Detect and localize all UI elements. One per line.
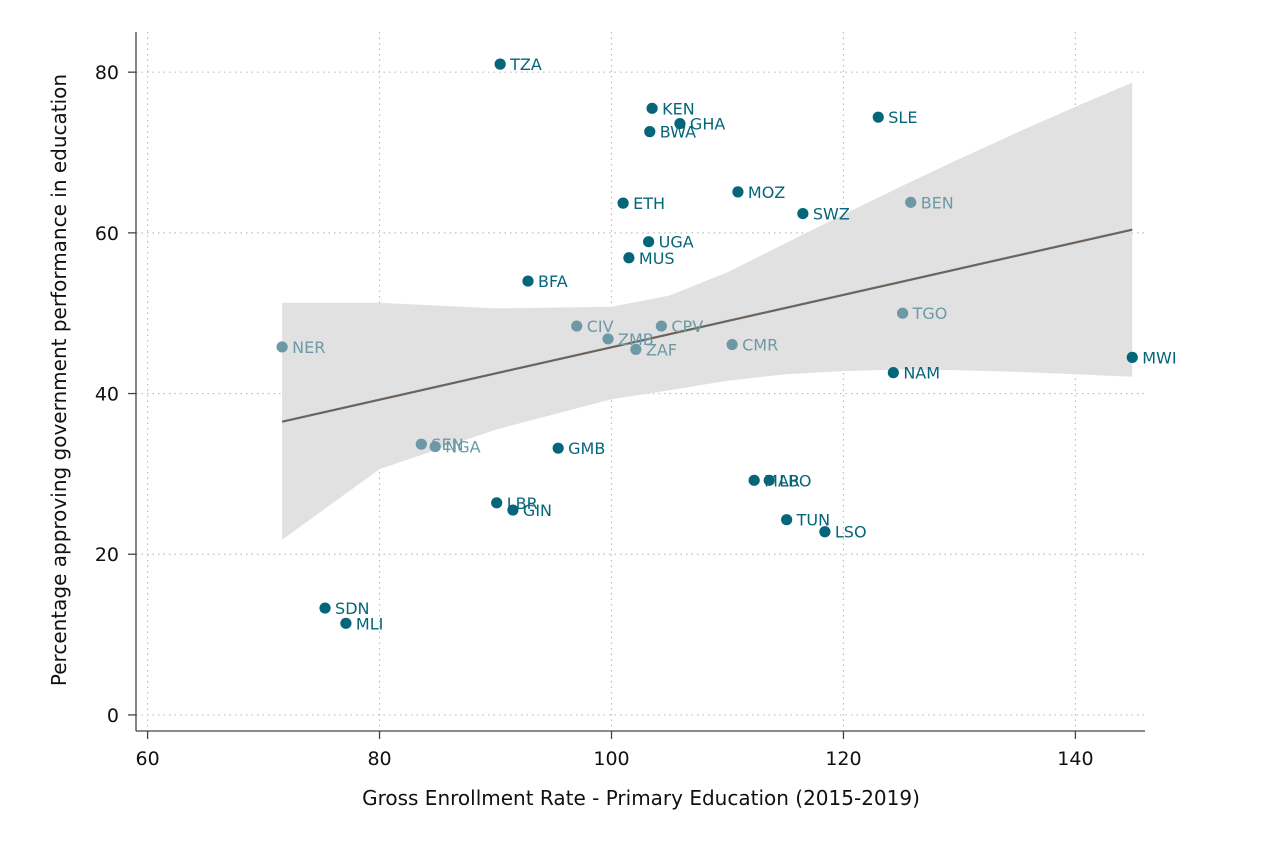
- data-point: [623, 252, 635, 264]
- data-point: [522, 275, 534, 287]
- data-point: [644, 126, 656, 138]
- point-label: MAR: [764, 471, 800, 490]
- data-point: [819, 526, 831, 538]
- data-point: [340, 617, 352, 629]
- data-point: [887, 367, 899, 379]
- point-label: TZA: [509, 55, 542, 74]
- data-point: [763, 474, 775, 486]
- data-point: [507, 504, 519, 516]
- data-points: [276, 58, 1138, 629]
- point-label: MLI: [356, 614, 383, 633]
- data-point: [797, 207, 809, 220]
- point-label: TGO: [912, 304, 948, 323]
- confidence-band: [282, 82, 1133, 540]
- point-label: NAM: [903, 364, 940, 383]
- data-point: [617, 197, 629, 209]
- point-label: MOZ: [748, 183, 785, 202]
- data-point: [905, 196, 917, 208]
- data-point: [781, 514, 793, 526]
- point-label: BWA: [660, 123, 696, 142]
- point-label: NGA: [445, 438, 480, 457]
- point-label: SWZ: [813, 205, 850, 224]
- data-point: [319, 602, 331, 614]
- data-point: [674, 117, 686, 130]
- point-label: UGA: [659, 233, 694, 252]
- point-label: CMR: [742, 336, 778, 355]
- point-label: SEN: [431, 435, 463, 454]
- point-label: LBR: [507, 494, 538, 513]
- x-tick-label: 100: [593, 748, 629, 770]
- confidence-band-layer: [281, 82, 1133, 540]
- point-label: SLE: [888, 108, 917, 127]
- data-point: [897, 307, 909, 319]
- point-label: GHA: [690, 115, 725, 134]
- data-point: [276, 341, 288, 353]
- y-tick-label: 40: [95, 384, 119, 406]
- point-label: MWI: [1142, 348, 1176, 367]
- x-axis-title: Gross Enrollment Rate - Primary Educatio…: [362, 786, 920, 810]
- point-label: CPV: [671, 317, 703, 336]
- point-label: KEN: [662, 99, 695, 118]
- data-point: [748, 474, 760, 486]
- data-point: [732, 186, 744, 198]
- x-tick-label: 140: [1057, 748, 1093, 770]
- y-tick-label: 80: [95, 62, 119, 84]
- point-label: CIV: [587, 317, 614, 336]
- point-label: TUN: [796, 511, 830, 530]
- point-label: GIN: [523, 501, 552, 520]
- data-point: [415, 438, 427, 450]
- data-point: [429, 440, 441, 453]
- y-tick-label: 60: [95, 223, 119, 245]
- y-tick-label: 20: [95, 544, 119, 566]
- data-point: [655, 320, 667, 332]
- x-tick-label: 120: [825, 748, 861, 770]
- y-axis-title: Percentage approving government performa…: [47, 74, 71, 686]
- data-point: [646, 102, 658, 114]
- data-point: [643, 236, 655, 248]
- data-point: [726, 338, 738, 351]
- point-label: LSO: [835, 523, 867, 542]
- data-point: [872, 111, 884, 123]
- data-point: [602, 333, 614, 345]
- data-point: [494, 58, 506, 70]
- point-label: NER: [292, 338, 325, 357]
- y-tick-label: 0: [107, 705, 119, 727]
- point-label: ETH: [633, 194, 665, 213]
- data-point: [552, 442, 564, 454]
- point-label: LBO: [779, 471, 811, 490]
- data-point: [630, 343, 642, 355]
- point-label: BFA: [538, 272, 568, 291]
- data-point: [491, 497, 503, 509]
- point-label: SDN: [335, 599, 369, 618]
- x-tick-label: 80: [367, 748, 391, 770]
- point-label: GMB: [568, 439, 605, 458]
- fit-line: [281, 228, 1133, 423]
- point-label: BEN: [921, 193, 954, 212]
- point-label: ZAF: [646, 340, 677, 359]
- x-tick-label: 60: [136, 748, 160, 770]
- data-point: [1126, 351, 1138, 363]
- axes: 60 80 100 120 140 0 20 40 60 80: [95, 32, 1145, 770]
- data-point: [571, 320, 583, 332]
- point-label: ZMB: [618, 330, 654, 349]
- point-label: MUS: [639, 249, 675, 268]
